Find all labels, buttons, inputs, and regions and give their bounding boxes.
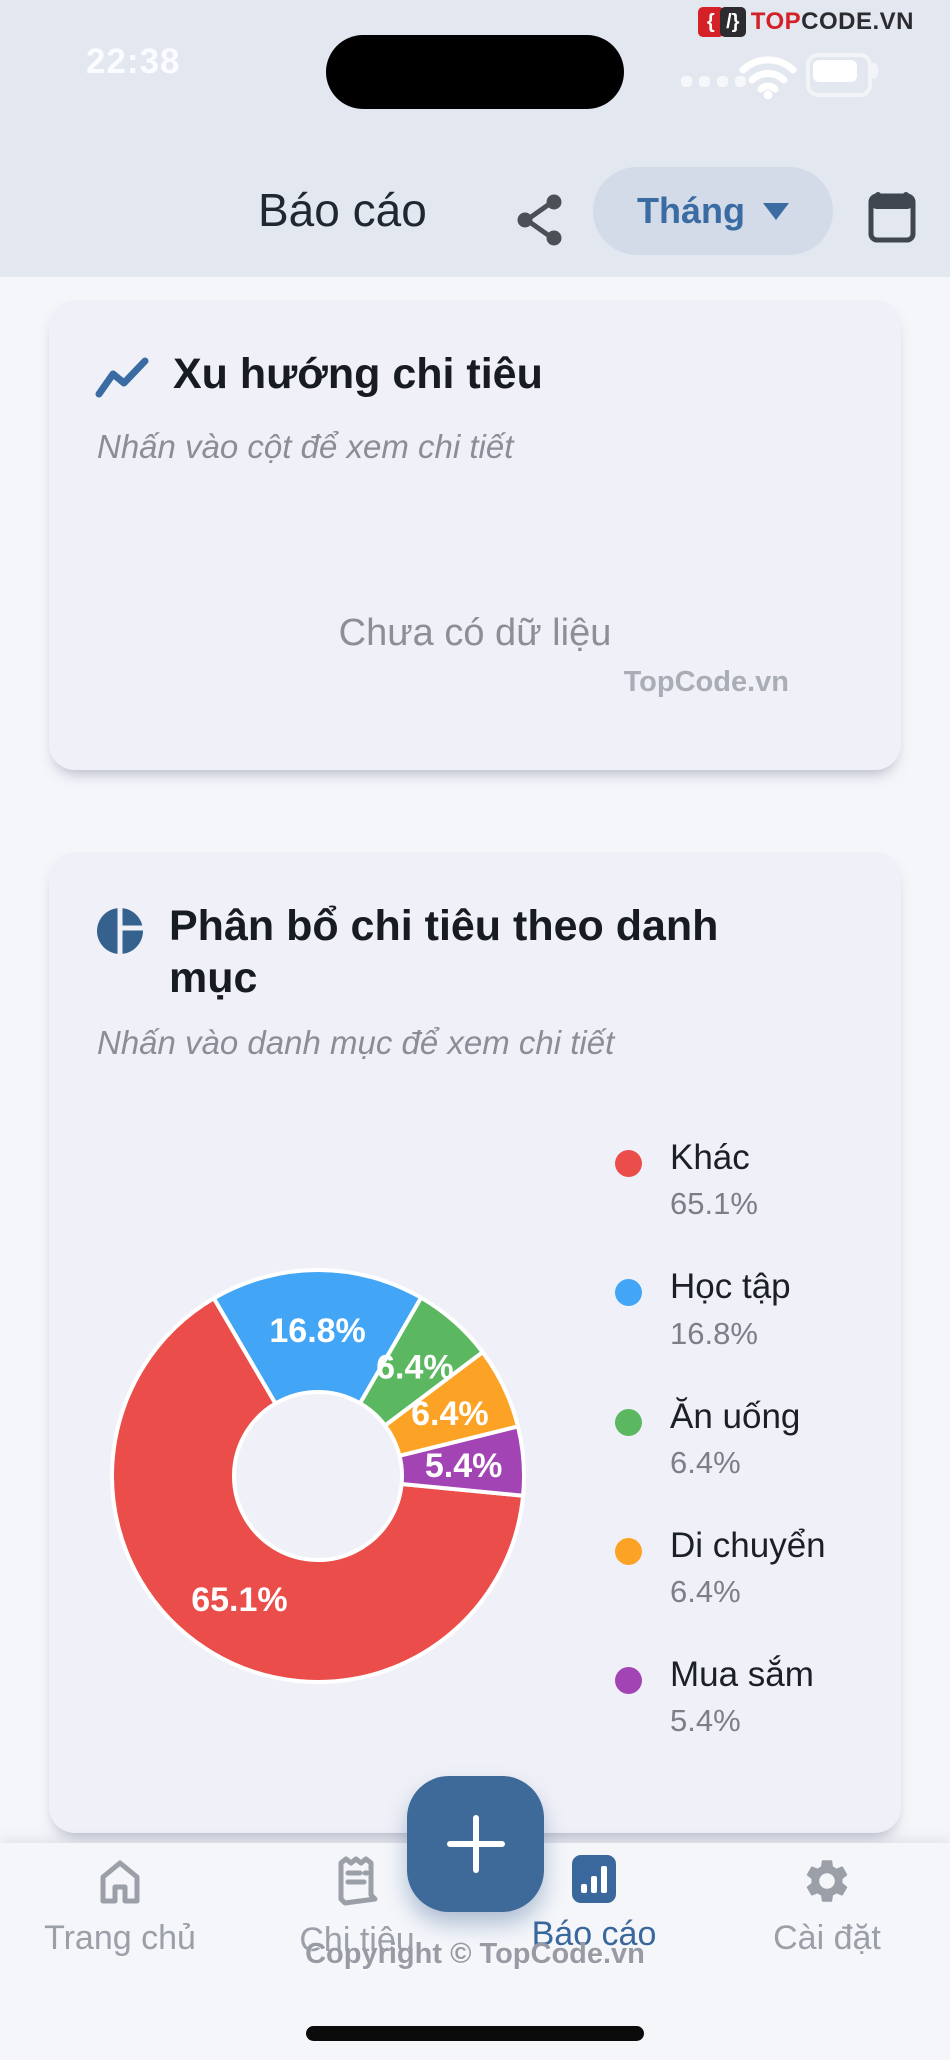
legend-item[interactable]: Mua sắm 5.4%	[615, 1655, 905, 1739]
nav-item-reports[interactable]: Báo cáo	[484, 1855, 704, 1954]
calendar-icon[interactable]	[866, 186, 918, 246]
donut-slice-label: 6.4%	[376, 1349, 454, 1387]
wifi-icon	[739, 56, 797, 100]
receipt-icon	[338, 1856, 378, 1906]
period-selector-button[interactable]: Tháng	[593, 167, 833, 255]
battery-nub	[872, 63, 878, 79]
distribution-card-title: Phân bổ chi tiêu theo danh mục	[169, 902, 719, 1003]
donut-slice-label: 65.1%	[191, 1581, 287, 1619]
legend-dot	[615, 1537, 642, 1565]
legend-dot	[615, 1279, 642, 1307]
distribution-card-subtitle: Nhấn vào danh mục để xem chi tiết	[97, 1024, 615, 1061]
chart-legend: Khác 65.1% Học tập 16.8% Ăn uống 6.4% Di…	[615, 1138, 905, 1784]
period-selector-label: Tháng	[637, 190, 745, 231]
nav-item-home[interactable]: Trang chủ	[10, 1855, 230, 1958]
donut-slice-Mua sắm[interactable]	[397, 1424, 526, 1498]
distribution-card: Phân bổ chi tiêu theo danh mục Nhấn vào …	[49, 852, 901, 1833]
status-time: 22:38	[86, 42, 181, 81]
page-title: Báo cáo	[258, 184, 427, 236]
legend-dot	[615, 1150, 642, 1177]
donut-slice-label: 16.8%	[269, 1312, 365, 1350]
home-icon	[100, 1860, 140, 1904]
plus-icon	[446, 1815, 505, 1873]
copyright-text: Copyright © TopCode.vn	[305, 1938, 645, 1970]
legend-item[interactable]: Di chuyển 6.4%	[615, 1526, 905, 1610]
trend-card-subtitle: Nhấn vào cột để xem chi tiết	[97, 428, 514, 465]
add-button[interactable]	[407, 1776, 544, 1912]
nav-item-expenses[interactable]: Chi tiêu	[247, 1855, 467, 1960]
bar-chart-icon	[572, 1855, 616, 1903]
empty-state-text: Chưa có dữ liệu	[338, 612, 612, 654]
donut-chart: 65.1% 16.8% 6.4% 6.4% 5.4%	[110, 1268, 526, 1684]
cellular-signal-icon	[681, 76, 746, 87]
trend-card: Xu hướng chi tiêu Nhấn vào cột để xem ch…	[49, 300, 901, 770]
dynamic-island	[326, 35, 624, 109]
battery-icon	[806, 53, 872, 97]
donut-slice-label: 6.4%	[411, 1395, 489, 1433]
donut-slice-label: 5.4%	[425, 1447, 503, 1485]
topcode-logo-icon: { /}	[697, 7, 746, 37]
home-indicator[interactable]	[306, 2026, 644, 2041]
topcode-logo: { /} TOPCODE.VN	[697, 7, 914, 37]
gear-icon	[806, 1860, 848, 1902]
trending-up-icon	[95, 357, 149, 398]
share-icon[interactable]	[514, 192, 566, 248]
pie-chart-icon	[97, 907, 144, 955]
watermark-text: TopCode.vn	[623, 666, 789, 698]
donut-slice-Học tập[interactable]	[211, 1268, 424, 1406]
legend-dot	[615, 1667, 642, 1694]
battery-fill	[813, 60, 857, 82]
donut-slice-Khác[interactable]	[110, 1296, 526, 1684]
legend-dot	[615, 1408, 642, 1436]
chevron-down-icon	[762, 202, 789, 220]
legend-item[interactable]: Học tập 16.8%	[615, 1267, 905, 1351]
header-area: 22:38 { /} TOPCODE.VN Báo cáo	[0, 0, 950, 277]
legend-item[interactable]: Ăn uống 6.4%	[615, 1397, 905, 1481]
nav-item-settings[interactable]: Cài đặt	[717, 1855, 937, 1958]
trend-card-title: Xu hướng chi tiêu	[173, 350, 543, 398]
legend-item[interactable]: Khác 65.1%	[615, 1138, 905, 1222]
